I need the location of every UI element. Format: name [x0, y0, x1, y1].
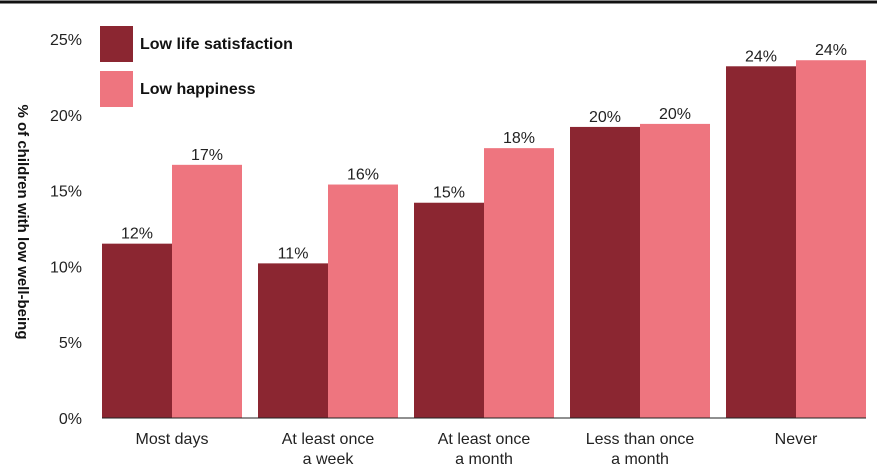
data-label: 20%: [659, 106, 691, 123]
bar: [258, 263, 328, 418]
data-label: 15%: [433, 185, 465, 202]
y-tick-label: 0%: [59, 411, 82, 428]
category-label: Never: [775, 431, 818, 448]
category-label: At least once: [438, 431, 531, 448]
category-label: a week: [303, 451, 355, 468]
bar: [172, 164, 242, 418]
bar: [726, 66, 796, 419]
bars: [102, 60, 866, 419]
data-labels: 12% 11% 15% 20% 24% 17% 16% 18% 20% 24%: [121, 42, 847, 262]
bar: [414, 202, 484, 418]
category-label: Most days: [136, 431, 209, 448]
bar: [102, 243, 172, 418]
y-tick-label: 5%: [59, 335, 82, 352]
data-label: 24%: [815, 42, 847, 59]
y-axis-title-group: % of children with low well-being: [14, 104, 31, 339]
y-tick-label: 25%: [50, 32, 82, 49]
legend: Low life satisfaction Low happiness: [100, 26, 293, 107]
y-tick-label: 10%: [50, 259, 82, 276]
y-tick-label: 20%: [50, 108, 82, 125]
category-label: Less than once: [586, 431, 695, 448]
category-label: a month: [455, 451, 513, 468]
bar: [328, 184, 398, 418]
data-label: 24%: [745, 48, 777, 65]
y-tick-labels: 0% 5% 10% 15% 20% 25%: [50, 32, 82, 428]
category-labels: Most days At least once a week At least onc…: [136, 431, 818, 468]
y-axis-title: % of children with low well-being: [14, 104, 31, 339]
legend-label: Low life satisfaction: [140, 36, 293, 53]
data-label: 17%: [191, 147, 223, 164]
data-label: 11%: [278, 245, 309, 262]
y-tick-label: 15%: [50, 184, 82, 201]
bar: [640, 123, 710, 419]
bar: [796, 60, 866, 418]
data-label: 12%: [121, 226, 153, 243]
bar: [484, 148, 554, 419]
legend-label: Low happiness: [140, 81, 256, 98]
legend-swatch: [100, 26, 133, 62]
category-label: a month: [611, 451, 669, 468]
data-label: 16%: [347, 167, 379, 184]
category-label: At least once: [282, 431, 375, 448]
legend-swatch: [100, 71, 133, 107]
data-label: 18%: [503, 130, 535, 147]
data-label: 20%: [589, 109, 621, 126]
bar: [570, 126, 640, 418]
